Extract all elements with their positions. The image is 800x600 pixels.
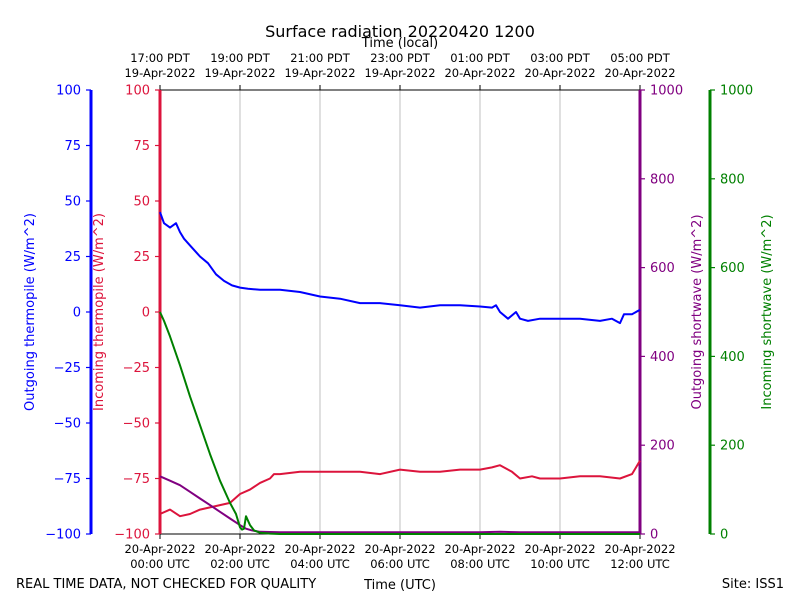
footer-quality-note: REAL TIME DATA, NOT CHECKED FOR QUALITY [16, 577, 316, 592]
y-tick-label: 0 [142, 306, 150, 321]
y-tick-label: −50 [54, 417, 81, 432]
y-tick-label: 25 [64, 250, 81, 265]
series-line-incoming-shortwave [159, 311, 640, 535]
y-tick-label: −25 [54, 361, 81, 376]
y-tick-label: −100 [45, 528, 81, 543]
x-tick-label-local-date: 19-Apr-2022 [204, 66, 275, 80]
y-tick-label: 50 [64, 195, 81, 210]
y-tick-label: 100 [125, 84, 150, 99]
y-tick-label: 25 [133, 250, 150, 265]
x-tick-label-local-time: 03:00 PDT [530, 51, 591, 65]
x-tick-label-utc-date: 20-Apr-2022 [284, 542, 355, 556]
footer-site: Site: ISS1 [722, 577, 784, 592]
x-tick-label-local-time: 19:00 PDT [210, 51, 271, 65]
y-tick-label: 0 [73, 306, 81, 321]
outgoing-shortwave-axis-label: Outgoing shortwave (W/m^2) [690, 214, 705, 409]
x-tick-label-utc-time: 02:00 UTC [210, 557, 270, 571]
x-tick-label-local-time: 21:00 PDT [290, 51, 351, 65]
x-tick-label-local-date: 19-Apr-2022 [364, 66, 435, 80]
x-tick-label-local-date: 19-Apr-2022 [284, 66, 355, 80]
y-tick-label: 800 [720, 172, 745, 187]
x-tick-label-local-time: 23:00 PDT [370, 51, 431, 65]
y-tick-label: −25 [123, 361, 150, 376]
x-tick-label-local-date: 20-Apr-2022 [604, 66, 675, 80]
y-tick-label: 1000 [720, 84, 753, 99]
x-tick-label-utc-time: 12:00 UTC [610, 557, 670, 571]
y-tick-label: −100 [114, 528, 150, 543]
y-tick-label: 0 [720, 528, 728, 543]
y-tick-label: −75 [54, 472, 81, 487]
y-tick-label: −50 [123, 417, 150, 432]
y-tick-label: 400 [650, 350, 675, 365]
outgoing-thermopile-axis-label: Outgoing thermopile (W/m^2) [23, 213, 38, 411]
x-tick-label-utc-date: 20-Apr-2022 [364, 542, 435, 556]
x-tick-label-utc-time: 00:00 UTC [130, 557, 190, 571]
incoming-shortwave-axis-label: Incoming shortwave (W/m^2) [760, 214, 775, 409]
x-tick-label-local-time: 17:00 PDT [130, 51, 191, 65]
y-tick-label: 200 [720, 439, 745, 454]
y-tick-label: −75 [123, 472, 150, 487]
y-tick-label: 600 [720, 261, 745, 276]
y-tick-label: 600 [650, 261, 675, 276]
x-axis-label: Time (UTC) [363, 578, 436, 593]
x-tick-label-utc-time: 10:00 UTC [530, 557, 590, 571]
y-tick-label: 75 [64, 139, 81, 154]
y-tick-label: 0 [650, 528, 658, 543]
y-tick-label: 50 [133, 195, 150, 210]
y-tick-label: 400 [720, 350, 745, 365]
series-line-incoming-thermopile [159, 460, 641, 518]
x-tick-label-utc-date: 20-Apr-2022 [444, 542, 515, 556]
x-tick-label-local-date: 19-Apr-2022 [124, 66, 195, 80]
series-line-outgoing-thermopile [159, 211, 641, 325]
chart-title: Surface radiation 20220420 1200 [265, 22, 535, 41]
y-tick-label: 75 [133, 139, 150, 154]
y-tick-label: 200 [650, 439, 675, 454]
x-tick-label-local-date: 20-Apr-2022 [524, 66, 595, 80]
x-tick-label-utc-date: 20-Apr-2022 [204, 542, 275, 556]
x-tick-label-utc-date: 20-Apr-2022 [604, 542, 675, 556]
x-tick-label-local-date: 20-Apr-2022 [444, 66, 515, 80]
x-tick-label-utc-time: 04:00 UTC [290, 557, 350, 571]
y-tick-label: 1000 [650, 84, 683, 99]
top-axis-label: Time (local) [361, 36, 438, 51]
incoming-thermopile-axis-label: Incoming thermopile (W/m^2) [92, 213, 107, 411]
y-tick-label: 800 [650, 172, 675, 187]
y-tick-label: 100 [56, 84, 81, 99]
x-tick-label-utc-time: 08:00 UTC [450, 557, 510, 571]
x-tick-label-utc-time: 06:00 UTC [370, 557, 430, 571]
x-tick-label-utc-date: 20-Apr-2022 [524, 542, 595, 556]
x-tick-label-local-time: 05:00 PDT [610, 51, 671, 65]
x-tick-label-utc-date: 20-Apr-2022 [124, 542, 195, 556]
x-tick-label-local-time: 01:00 PDT [450, 51, 511, 65]
